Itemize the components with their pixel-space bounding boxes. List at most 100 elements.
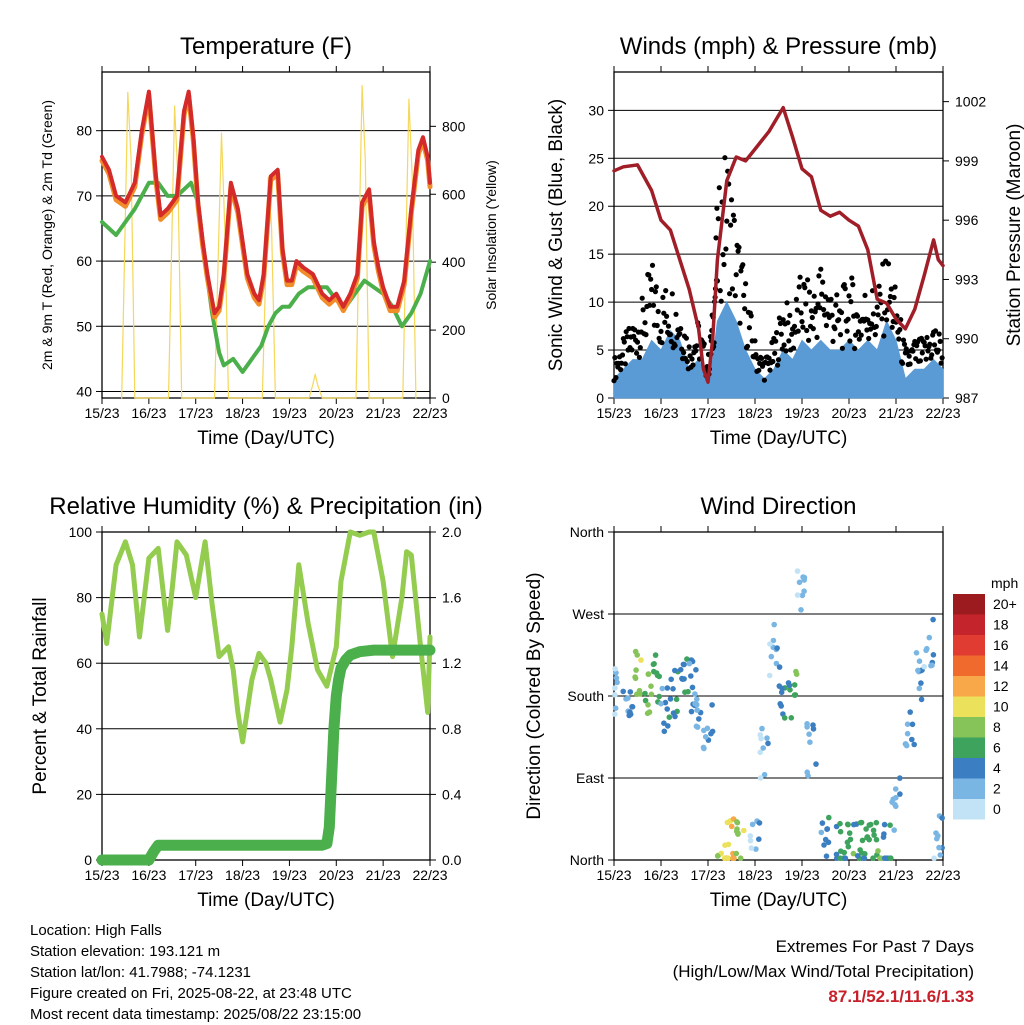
x-tick-label: 19/23: [784, 867, 819, 883]
gust-point: [850, 282, 856, 288]
gust-point: [672, 343, 678, 349]
x-tick-label: 17/23: [178, 405, 213, 421]
legend-label: 8: [993, 719, 1001, 735]
gust-point: [785, 320, 791, 326]
gust-point: [728, 197, 735, 203]
direction-point: [936, 844, 942, 851]
x-tick-label: 17/23: [178, 867, 213, 883]
direction-point: [757, 749, 763, 756]
direction-point: [918, 696, 925, 703]
gust-point: [879, 316, 885, 322]
gust-point: [665, 323, 672, 329]
direction-point: [761, 771, 768, 778]
direction-point: [813, 761, 819, 767]
gust-point: [834, 292, 840, 298]
gust-point: [876, 283, 882, 289]
chart-title: Wind Direction: [700, 493, 856, 520]
gust-point: [723, 246, 729, 252]
direction-point: [688, 673, 694, 679]
gust-point: [737, 320, 743, 326]
gust-point: [924, 334, 930, 341]
direction-point: [725, 855, 732, 861]
x-tick-label: 18/23: [225, 867, 260, 883]
gust-point: [806, 337, 812, 343]
gust-point: [693, 348, 699, 354]
direction-point: [737, 855, 744, 861]
gust-point: [622, 361, 628, 367]
gust-point: [759, 355, 765, 361]
gust-point: [858, 332, 864, 338]
gust-point: [664, 313, 670, 319]
direction-point: [792, 692, 799, 698]
gust-point: [741, 292, 747, 298]
gust-point: [646, 272, 652, 278]
gust-point: [780, 317, 786, 323]
legend-swatch: [953, 758, 985, 779]
legend-swatch: [953, 635, 985, 656]
direction-point: [800, 574, 806, 580]
gust-point: [781, 342, 787, 348]
legend-label: 12: [993, 678, 1009, 694]
gust-point: [733, 272, 739, 278]
direction-point: [794, 592, 801, 598]
direction-point: [807, 739, 813, 745]
gust-point: [663, 288, 669, 294]
gust-point: [802, 285, 808, 291]
gust-point: [900, 360, 906, 366]
gust-point: [643, 332, 649, 338]
direction-point: [627, 709, 633, 715]
gust-point: [773, 338, 779, 344]
x-tick-label: 19/23: [272, 405, 307, 421]
legend-swatch: [953, 594, 985, 615]
x-tick-label: 21/23: [366, 405, 401, 421]
direction-point: [871, 832, 877, 838]
direction-point: [793, 668, 799, 675]
direction-point: [692, 691, 698, 697]
y2-tick-label: 0: [442, 390, 450, 406]
y-tick-label: North: [570, 852, 604, 868]
gust-point: [862, 292, 868, 298]
x-tick-label: 15/23: [84, 405, 119, 421]
gust-point: [830, 338, 836, 344]
y2-tick-label: 996: [955, 212, 979, 228]
gust-point: [937, 338, 943, 344]
direction-point: [670, 710, 677, 716]
y-tick-label: 20: [588, 198, 604, 214]
y-tick-label: 70: [76, 188, 92, 204]
direction-point: [638, 657, 644, 663]
y-axis-label: Direction (Colored By Speed): [524, 572, 545, 819]
gust-point: [829, 312, 835, 318]
x-tick-label: 19/23: [784, 405, 819, 421]
direction-point: [845, 821, 851, 828]
direction-point: [771, 621, 777, 628]
x-tick-label: 20/23: [831, 867, 866, 883]
gust-point: [796, 284, 802, 290]
y2-tick-label: 800: [442, 118, 466, 134]
gust-point: [742, 306, 748, 312]
gust-point: [795, 328, 801, 334]
x-tick-label: 22/23: [412, 867, 447, 883]
gust-point: [786, 338, 792, 344]
gust-point: [677, 331, 683, 337]
direction-point: [753, 846, 759, 852]
gust-point: [642, 320, 648, 326]
direction-point: [650, 661, 657, 668]
direction-point: [749, 821, 756, 828]
direction-point: [842, 855, 849, 861]
gust-point: [814, 334, 820, 340]
direction-point: [653, 670, 660, 676]
gust-point: [819, 291, 825, 297]
gust-point: [660, 294, 666, 300]
direction-point: [700, 744, 707, 751]
gust-point: [833, 302, 839, 308]
direction-point: [913, 650, 920, 656]
direction-point: [709, 702, 715, 708]
x-tick-label: 16/23: [643, 405, 678, 421]
direction-point: [648, 683, 654, 689]
y-tick-label: 80: [76, 123, 92, 139]
y-tick-label: North: [570, 524, 604, 540]
x-tick-label: 20/23: [319, 867, 354, 883]
gust-point: [798, 310, 804, 316]
direction-point: [680, 661, 687, 668]
direction-point: [799, 592, 806, 599]
